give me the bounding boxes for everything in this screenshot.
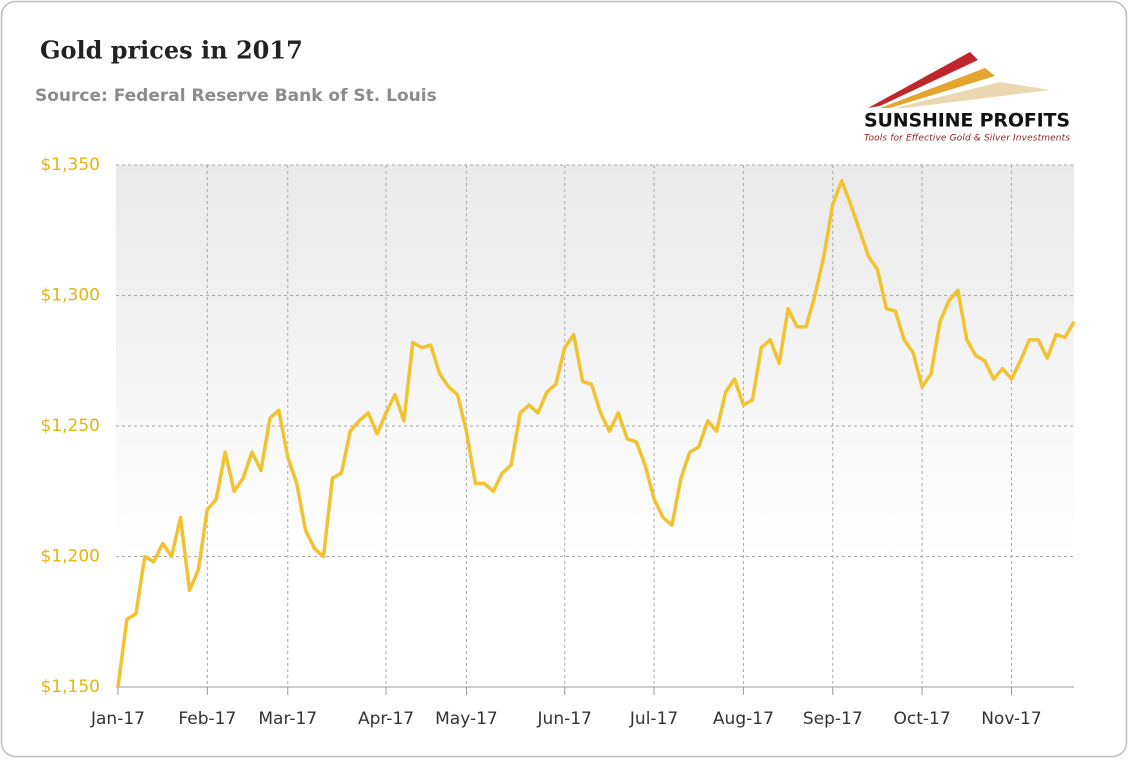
logo-ray bbox=[880, 68, 995, 108]
x-tick-label: Jun-17 bbox=[537, 709, 592, 729]
x-tick-label: Jan-17 bbox=[90, 709, 145, 729]
x-tick-label: Aug-17 bbox=[713, 709, 774, 729]
chart-title: Gold prices in 2017 bbox=[40, 36, 303, 65]
logo-ray bbox=[868, 52, 978, 108]
y-tick-label: $1,350 bbox=[41, 155, 100, 175]
x-tick-label: Mar-17 bbox=[258, 709, 317, 729]
price-line bbox=[116, 178, 1076, 688]
x-tick-label: May-17 bbox=[435, 709, 498, 729]
x-tick-label: Apr-17 bbox=[358, 709, 414, 729]
logo: SUNSHINE PROFITS Tools for Effective Gol… bbox=[864, 52, 1070, 144]
x-tick-label: Oct-17 bbox=[894, 709, 951, 729]
logo-ray bbox=[895, 82, 1050, 108]
chart-subtitle: Source: Federal Reserve Bank of St. Loui… bbox=[35, 86, 437, 106]
x-tick-label: Feb-17 bbox=[178, 709, 236, 729]
plot-area bbox=[116, 165, 1074, 687]
y-tick-label: $1,200 bbox=[41, 547, 100, 567]
y-tick-label: $1,250 bbox=[41, 416, 100, 436]
logo-tagline: Tools for Effective Gold & Silver Invest… bbox=[864, 134, 1070, 144]
x-tick-label: Jul-17 bbox=[629, 709, 678, 729]
y-tick-label: $1,300 bbox=[41, 286, 100, 306]
y-tick-label: $1,150 bbox=[41, 677, 100, 697]
x-tick-label: Nov-17 bbox=[981, 709, 1042, 729]
x-tick-label: Sep-17 bbox=[803, 709, 863, 729]
logo-name: SUNSHINE PROFITS bbox=[864, 110, 1070, 132]
